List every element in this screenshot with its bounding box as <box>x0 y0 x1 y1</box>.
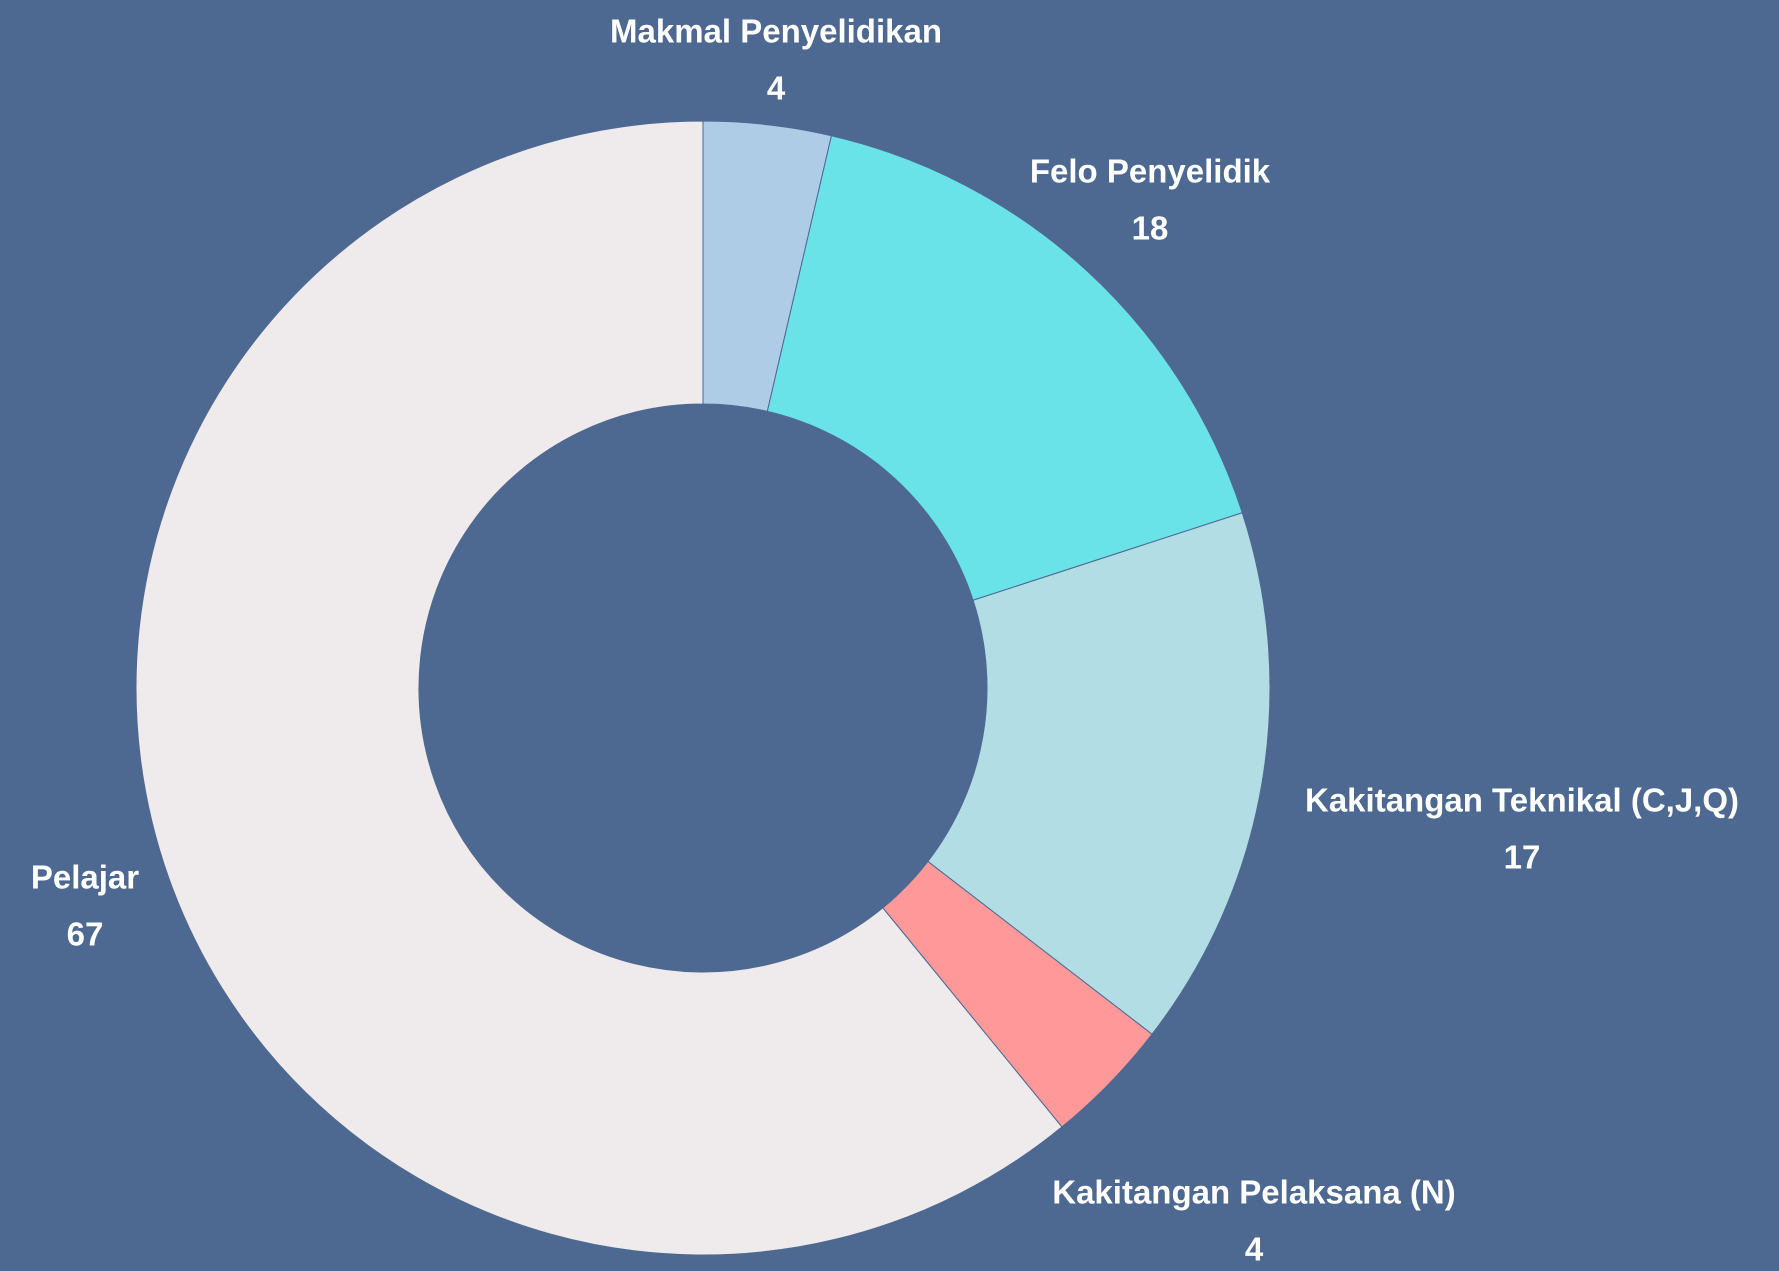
slice <box>767 136 1242 601</box>
slice-value: 4 <box>767 70 786 107</box>
chart: Makmal Penyelidikan 4 Felo Penyelidik 18 Kak… <box>0 0 1779 1271</box>
slice-value: 18 <box>1132 210 1169 247</box>
slice-label: Pelajar <box>31 859 139 896</box>
slice-value: 17 <box>1504 839 1541 876</box>
page: {"chart_data": {"type": "donut", "catego… <box>0 0 1779 1271</box>
slice-value: 67 <box>67 916 104 953</box>
slice-label: Kakitangan Pelaksana (N) <box>1052 1174 1455 1211</box>
slice-label: Kakitangan Teknikal (C,J,Q) <box>1305 782 1739 819</box>
slice-label: Makmal Penyelidikan <box>610 13 942 50</box>
slice-value: 4 <box>1245 1231 1264 1268</box>
slice-label: Felo Penyelidik <box>1030 153 1271 190</box>
